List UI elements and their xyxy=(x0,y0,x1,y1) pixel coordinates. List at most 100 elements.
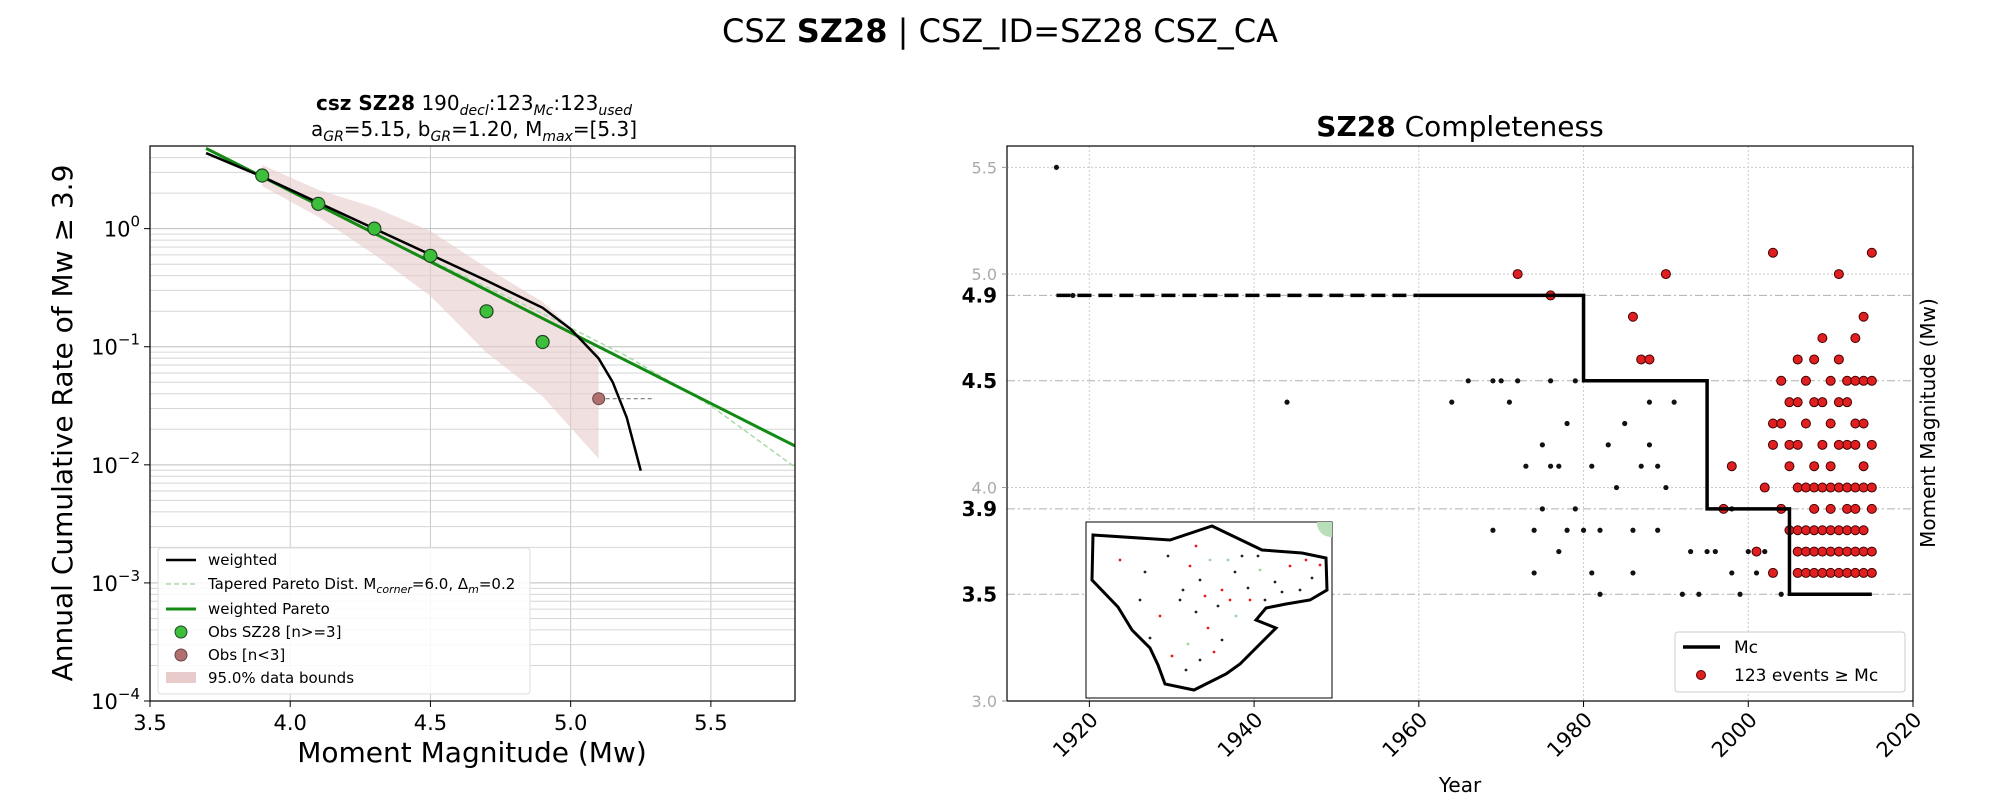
mc-complete-event-77 xyxy=(1858,311,1869,322)
mc-complete-event-28 xyxy=(1800,418,1811,429)
mc-complete-event-46 xyxy=(1825,482,1836,493)
gr-obs-point-0 xyxy=(255,168,270,183)
inset-event-4 xyxy=(1198,578,1202,582)
gr-plot-frame xyxy=(149,145,796,702)
mc-complete-event-54 xyxy=(1833,354,1844,365)
gr-title-a: a xyxy=(311,117,323,141)
inset-event-22 xyxy=(1198,658,1202,662)
mc-complete-event-2 xyxy=(1627,311,1638,322)
mc-complete-event-40 xyxy=(1817,439,1828,450)
mc-complete-event-35 xyxy=(1809,354,1820,365)
mc-complete-event-50 xyxy=(1833,546,1844,557)
mc-legend-box xyxy=(1674,631,1906,693)
mc-complete-event-11 xyxy=(1767,439,1778,450)
gr-legend-tapered-b: =6.0, Δ xyxy=(412,575,469,593)
gr-xtick-label-1: 4.0 xyxy=(274,711,307,735)
gr-ytick-label-4: 10−4 xyxy=(91,685,140,714)
gr-ytick-label-1: 10−1 xyxy=(91,331,140,360)
mc-event-48 xyxy=(1737,591,1743,597)
mc-event-17 xyxy=(1556,463,1562,469)
mc-complete-event-23 xyxy=(1792,354,1803,365)
gr-ytick-label-3: 10−3 xyxy=(91,567,140,596)
mc-event-32 xyxy=(1630,527,1636,533)
gr-obs-point-3 xyxy=(423,248,438,263)
inset-event-28 xyxy=(1263,598,1267,602)
mc-mc-label-3: 4.9 xyxy=(962,283,997,307)
mc-event-7 xyxy=(1498,378,1504,384)
gr-title-m-val: =[5.3] xyxy=(573,117,637,141)
mc-event-31 xyxy=(1630,570,1636,576)
mc-complete-event-56 xyxy=(1842,567,1853,578)
mc-complete-event-31 xyxy=(1809,525,1820,536)
gr-ytick-exp-0: 0 xyxy=(130,213,140,231)
mc-event-25 xyxy=(1589,463,1595,469)
gr-obs-point-2 xyxy=(367,221,382,236)
mc-complete-event-25 xyxy=(1800,546,1811,557)
inset-event-14 xyxy=(1310,576,1314,580)
gr-ytick-base-3: 10 xyxy=(91,572,118,596)
mc-complete-event-80 xyxy=(1866,503,1877,514)
mc-event-10 xyxy=(1523,463,1529,469)
mc-complete-event-84 xyxy=(1767,567,1778,578)
mc-complete-event-27 xyxy=(1800,482,1811,493)
inset-event-21 xyxy=(1170,654,1174,658)
mc-complete-event-95 xyxy=(1858,418,1869,429)
mc-event-12 xyxy=(1531,527,1537,533)
mc-complete-event-66 xyxy=(1850,482,1861,493)
gr-xtick-label-3: 5.0 xyxy=(554,711,587,735)
inset-region-outline xyxy=(1090,524,1329,692)
mc-complete-event-74 xyxy=(1858,482,1869,493)
gr-xtick-label-4: 5.5 xyxy=(694,711,727,735)
mc-event-18 xyxy=(1556,548,1562,555)
mc-xtick-label-5: 2020 xyxy=(1872,708,1927,763)
gr-legend-bounds-swatch xyxy=(166,672,196,683)
inset-event-2 xyxy=(1166,554,1170,558)
mc-complete-event-96 xyxy=(1866,482,1877,493)
mc-complete-event-3 xyxy=(1636,354,1647,365)
inset-event-15 xyxy=(1318,563,1322,567)
inset-event-8 xyxy=(1240,554,1244,558)
gr-series-1-line xyxy=(205,147,795,468)
mc-event-15 xyxy=(1548,378,1554,384)
mc-event-1 xyxy=(1070,292,1076,299)
mc-complete-event-29 xyxy=(1809,567,1820,578)
gr-legend-bounds-label: 95.0% data bounds xyxy=(208,669,354,687)
gr-title-b-val: =1.20, M xyxy=(451,117,542,141)
mc-complete-event-19 xyxy=(1792,546,1803,557)
gr-legend-obslow-swatch xyxy=(174,648,188,662)
gr-ytick-base-2: 10 xyxy=(91,454,118,478)
mc-complete-event-24 xyxy=(1800,567,1811,578)
mc-mc-label-0: 3.5 xyxy=(962,582,997,606)
mc-complete-event-4 xyxy=(1644,354,1655,365)
mc-complete-event-58 xyxy=(1842,525,1853,536)
inset-event-10 xyxy=(1258,568,1262,572)
gr-xtick-label-2: 4.5 xyxy=(414,711,447,735)
mc-event-28 xyxy=(1605,442,1611,448)
mc-event-52 xyxy=(1778,591,1784,597)
mc-complete-event-52 xyxy=(1833,482,1844,493)
mc-event-42 xyxy=(1696,591,1702,597)
mc-complete-event-62 xyxy=(1842,375,1853,386)
gr-legend-obs-label: Obs SZ28 [n>=3] xyxy=(208,623,341,641)
mc-complete-event-57 xyxy=(1842,546,1853,557)
gr-title-b-sub: GR xyxy=(431,129,452,145)
mc-event-5 xyxy=(1490,527,1496,533)
gr-y-axis-label: Annual Cumulative Rate of Mw ≥ 3.9 xyxy=(46,165,79,682)
inset-event-17 xyxy=(1194,610,1198,614)
mc-complete-event-68 xyxy=(1850,418,1861,429)
mc-complete-event-83 xyxy=(1866,247,1877,258)
gr-series-2-line xyxy=(205,147,795,448)
mc-complete-event-47 xyxy=(1825,418,1836,429)
inset-event-37 xyxy=(1181,588,1185,592)
gr-ytick-exp-3: −3 xyxy=(118,567,140,585)
mc-complete-event-93 xyxy=(1842,397,1853,408)
mc-complete-event-81 xyxy=(1866,439,1877,450)
mc-xtick-label-4: 2000 xyxy=(1707,708,1762,763)
mc-complete-event-45 xyxy=(1825,503,1836,514)
gr-title-a-sub: GR xyxy=(323,129,344,145)
mc-xtick-label-1: 1940 xyxy=(1213,708,1268,763)
gr-ytick-exp-2: −2 xyxy=(118,449,140,467)
mc-complete-event-87 xyxy=(1792,397,1803,408)
mc-complete-event-88 xyxy=(1800,375,1811,386)
